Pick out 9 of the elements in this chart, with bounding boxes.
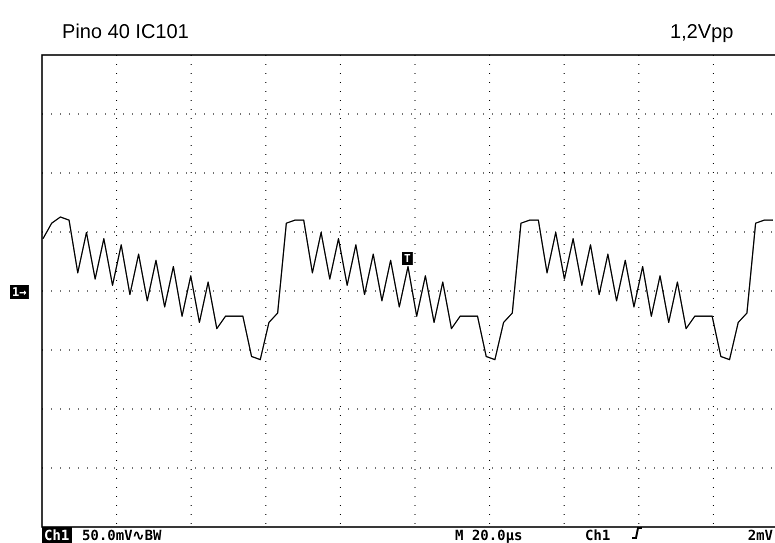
- annotation: T: [404, 252, 411, 265]
- text: 2mV: [748, 528, 774, 543]
- text: 1→: [12, 285, 26, 299]
- chart-title: Pino 40 IC101: [62, 21, 189, 43]
- text: Ch1: [585, 528, 610, 543]
- text: 50.0mV∿BW: [82, 528, 162, 543]
- text: Ch1: [44, 528, 70, 543]
- text: 1,2Vpp: [670, 21, 734, 43]
- text: M 20.0µs: [455, 528, 522, 543]
